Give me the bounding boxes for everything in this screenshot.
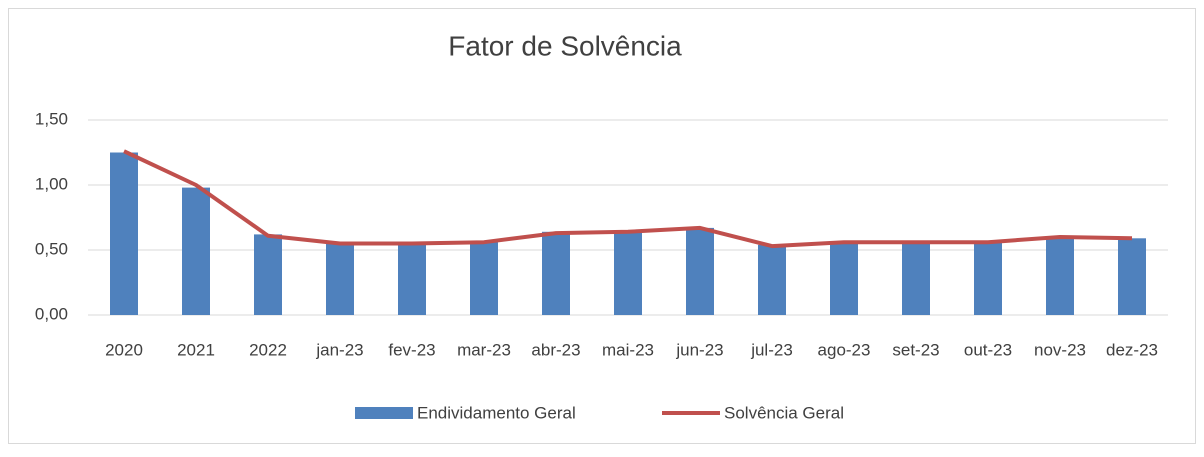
- y-tick-label: 1,50: [35, 109, 68, 128]
- x-tick-label: dez-23: [1106, 340, 1158, 359]
- bar: [686, 227, 714, 315]
- x-tick-label: 2020: [105, 340, 143, 359]
- y-tick-label: 0,50: [35, 239, 68, 258]
- bar: [1118, 238, 1146, 315]
- x-tick-label: abr-23: [531, 340, 580, 359]
- x-tick-label: set-23: [892, 340, 939, 359]
- x-tick-label: ago-23: [818, 340, 871, 359]
- x-tick-label: 2022: [249, 340, 287, 359]
- bar: [974, 242, 1002, 315]
- legend-label: Endividamento Geral: [417, 403, 576, 422]
- bar: [542, 231, 570, 315]
- x-tick-label: jan-23: [315, 340, 363, 359]
- y-tick-label: 1,00: [35, 174, 68, 193]
- bar: [254, 234, 282, 315]
- bar: [182, 187, 210, 315]
- y-tick-label: 0,00: [35, 304, 68, 323]
- x-tick-label: nov-23: [1034, 340, 1086, 359]
- bar: [902, 242, 930, 315]
- bar: [398, 243, 426, 315]
- bar: [470, 242, 498, 315]
- x-tick-label: mar-23: [457, 340, 511, 359]
- legend-label: Solvência Geral: [724, 403, 844, 422]
- bar: [758, 244, 786, 315]
- chart-title: Fator de Solvência: [448, 30, 682, 61]
- legend-swatch: [355, 407, 413, 419]
- bar: [830, 242, 858, 315]
- x-tick-label: jun-23: [675, 340, 723, 359]
- bar: [326, 242, 354, 315]
- x-tick-label: jul-23: [750, 340, 793, 359]
- bar: [1046, 237, 1074, 315]
- bar: [614, 231, 642, 315]
- x-tick-label: out-23: [964, 340, 1012, 359]
- x-tick-label: 2021: [177, 340, 215, 359]
- line: [123, 149, 1133, 249]
- x-tick-label: mai-23: [602, 340, 654, 359]
- x-tick-label: fev-23: [388, 340, 435, 359]
- bar: [110, 152, 138, 315]
